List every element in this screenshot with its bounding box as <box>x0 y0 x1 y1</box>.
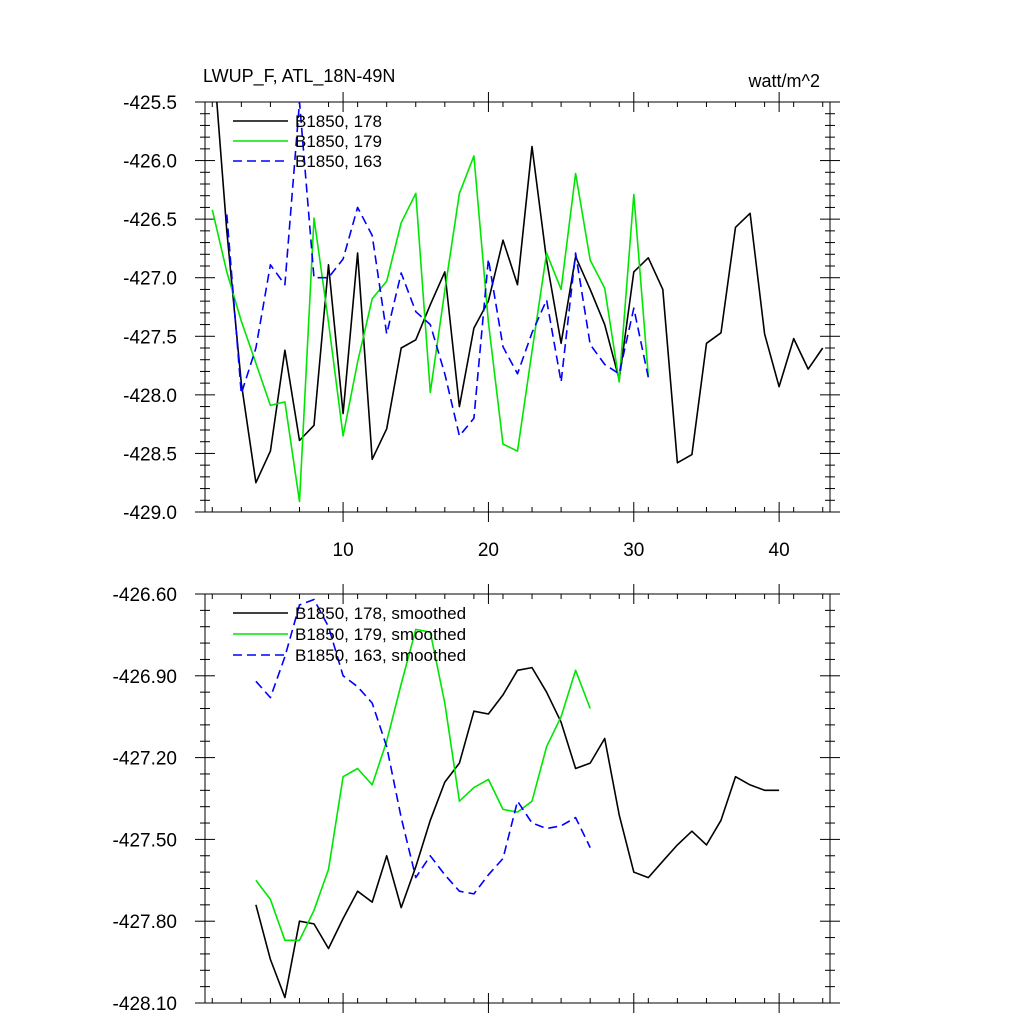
top-panel-title: LWUP_F, ATL_18N-49N <box>203 66 395 87</box>
y-tick-label: -427.80 <box>113 912 177 933</box>
y-tick-label: -428.5 <box>123 444 177 465</box>
y-tick-label: -427.50 <box>113 830 177 851</box>
legend-label: B1850, 178 <box>295 112 382 131</box>
y-tick-label: -428.10 <box>113 994 177 1015</box>
y-tick-label: -427.20 <box>113 749 177 770</box>
series-line-1 <box>216 102 824 484</box>
series-line-3 <box>255 598 591 895</box>
plot-frame <box>204 593 831 1004</box>
y-tick-label: -426.5 <box>123 210 177 231</box>
y-tick-label: -426.60 <box>113 585 177 606</box>
legend-label: B1850, 179, smoothed <box>295 625 466 644</box>
plot-frame <box>204 101 831 513</box>
series-line-3 <box>226 102 650 437</box>
legend-label: B1850, 163, smoothed <box>295 646 466 665</box>
x-tick-label: 20 <box>478 540 499 561</box>
legend-label: B1850, 178, smoothed <box>295 604 466 623</box>
series-line-2 <box>255 628 591 942</box>
top-panel-plot: 10 20 30 40 -429.0 -428.5 -428.0 -427.5 -427.0 -4… <box>123 92 840 561</box>
series-line-2 <box>211 155 650 503</box>
y-tick-label: -428.0 <box>123 386 177 407</box>
y-tick-label: -426.0 <box>123 152 177 173</box>
series-line-1 <box>255 666 780 999</box>
bottom-panel-plot: -428.10 -427.80 -427.50 -427.20 -426.90 -426.… <box>113 584 840 1015</box>
top-panel-units: watt/m^2 <box>748 71 820 91</box>
y-tick-label: -426.90 <box>113 667 177 688</box>
x-tick-label: 10 <box>333 540 354 561</box>
y-tick-label: -427.5 <box>123 327 177 348</box>
legend-label: B1850, 163 <box>295 152 382 171</box>
x-tick-label: 30 <box>623 540 644 561</box>
x-tick-label: 40 <box>769 540 790 561</box>
legend-label: B1850, 179 <box>295 132 382 151</box>
y-tick-label: -427.0 <box>123 269 177 290</box>
y-tick-label: -425.5 <box>123 93 177 114</box>
y-tick-label: -429.0 <box>123 503 177 524</box>
